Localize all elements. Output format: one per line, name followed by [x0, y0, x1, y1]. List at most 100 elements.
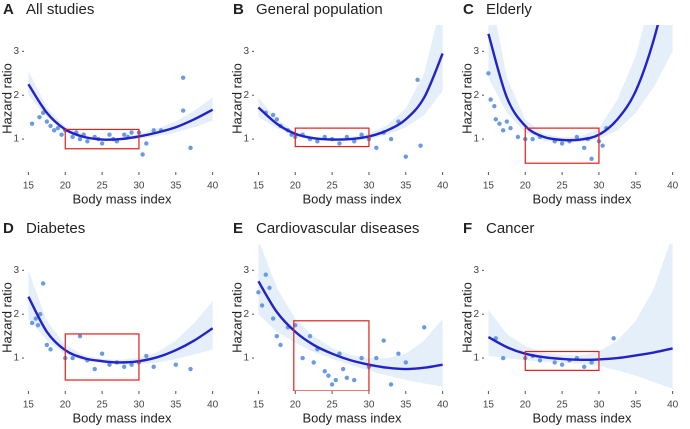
point: [38, 312, 43, 317]
point: [337, 141, 342, 146]
point: [29, 121, 35, 126]
y-tick-label: 2: [13, 309, 19, 320]
x-tick-label: 40: [667, 400, 679, 411]
point: [77, 333, 83, 339]
x-axis-label: Body mass index: [303, 191, 402, 206]
point: [300, 355, 305, 361]
point: [388, 136, 394, 142]
y-tick-label: 3: [13, 46, 19, 57]
x-tick-label: 25: [327, 181, 339, 192]
x-tick-label: 15: [23, 181, 35, 192]
fitted-curve: [487, 25, 660, 142]
point: [537, 358, 543, 363]
point: [600, 143, 605, 148]
plot-area: [27, 270, 214, 381]
y-tick-label: 3: [473, 46, 479, 57]
point: [99, 141, 105, 146]
point: [274, 117, 280, 122]
x-tick-label: 35: [630, 181, 642, 192]
x-tick-label: 25: [97, 400, 109, 411]
confidence-band: [488, 244, 673, 389]
point: [40, 110, 46, 115]
x-tick-label: 30: [363, 400, 375, 411]
point: [422, 325, 427, 330]
point: [515, 134, 521, 140]
x-tick-label: 30: [593, 181, 605, 192]
x-tick-label: 20: [60, 181, 72, 192]
point: [107, 132, 112, 137]
y-tick-label: 2: [243, 90, 249, 101]
panel-letter: B: [233, 1, 244, 18]
confidence-band: [258, 244, 443, 387]
x-tick-label: 35: [400, 400, 412, 411]
point: [374, 145, 379, 151]
plot-area: [486, 25, 673, 164]
point: [173, 362, 178, 367]
highlight-box: [524, 350, 600, 371]
fitted-curve: [27, 296, 214, 364]
y-tick-label: 1: [13, 353, 19, 364]
x-tick-label: 15: [23, 400, 35, 411]
highlight-box: [294, 127, 370, 148]
point: [418, 143, 423, 148]
x-axis-label: Body mass index: [303, 410, 402, 425]
panel-title: Elderly: [486, 1, 532, 18]
x-tick-label: 40: [437, 400, 449, 411]
highlight-box: [64, 128, 140, 150]
confidence-band: [28, 270, 213, 365]
point: [486, 71, 491, 76]
point: [70, 355, 75, 361]
y-axis-label: Hazard ratio: [229, 63, 244, 134]
point: [589, 156, 594, 162]
point: [508, 125, 513, 131]
point: [151, 128, 156, 133]
point: [29, 320, 35, 326]
point: [144, 141, 149, 146]
y-tick-label: 1: [243, 134, 249, 145]
point: [311, 360, 316, 365]
y-tick-label: 1: [473, 134, 479, 145]
point: [359, 132, 364, 137]
y-tick-label: 1: [473, 353, 479, 364]
x-tick-label: 15: [483, 400, 495, 411]
highlight-box: [293, 320, 370, 391]
x-tick-label: 40: [207, 400, 219, 411]
point: [263, 272, 268, 277]
x-tick-label: 20: [520, 181, 532, 192]
point: [33, 316, 38, 321]
x-tick-label: 40: [437, 181, 449, 192]
fitted-curve: [487, 335, 673, 362]
y-tick-label: 2: [243, 309, 249, 320]
fitted-curve: [27, 83, 214, 141]
panel-letter: E: [233, 220, 243, 237]
point: [589, 360, 594, 365]
x-tick-label: 35: [170, 400, 182, 411]
point: [267, 285, 272, 291]
point: [307, 333, 313, 339]
x-tick-label: 30: [363, 181, 375, 192]
highlight-box: [64, 333, 140, 381]
panel-title: Cardiovascular diseases: [256, 220, 419, 237]
point: [352, 139, 357, 144]
x-tick-label: 35: [170, 181, 182, 192]
x-tick-label: 30: [133, 400, 145, 411]
point: [500, 355, 506, 361]
panel-title: All studies: [26, 1, 94, 18]
y-axis-label: Hazard ratio: [459, 282, 474, 353]
point: [55, 125, 61, 131]
panel-title: Cancer: [486, 220, 534, 237]
x-axis-label: Body mass index: [73, 191, 172, 206]
y-tick-label: 1: [243, 353, 249, 364]
x-tick-label: 35: [400, 181, 412, 192]
x-tick-label: 25: [327, 400, 339, 411]
y-axis-label: Hazard ratio: [229, 282, 244, 353]
x-tick-label: 40: [667, 181, 679, 192]
x-tick-label: 15: [483, 181, 495, 192]
y-axis-label: Hazard ratio: [459, 63, 474, 134]
point: [403, 154, 408, 159]
x-tick-label: 35: [630, 400, 642, 411]
point: [344, 375, 350, 381]
